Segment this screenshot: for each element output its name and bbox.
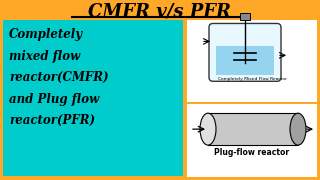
Bar [216, 46, 274, 75]
Text: Plug-flow reactor: Plug-flow reactor [214, 148, 290, 157]
FancyBboxPatch shape [3, 21, 183, 176]
Ellipse shape [200, 113, 216, 145]
Ellipse shape [290, 113, 306, 145]
Text: Completely
mixed flow
reactor(CMFR)
and Plug flow
reactor(PFR): Completely mixed flow reactor(CMFR) and … [9, 28, 108, 127]
Text: Completely Mixed Flow Reactor: Completely Mixed Flow Reactor [218, 77, 286, 81]
Bar [240, 14, 250, 21]
Text: CMFR v/s PFR: CMFR v/s PFR [89, 3, 231, 21]
FancyBboxPatch shape [209, 23, 281, 81]
FancyBboxPatch shape [187, 104, 317, 177]
Bar [208, 113, 298, 145]
FancyBboxPatch shape [187, 21, 317, 102]
